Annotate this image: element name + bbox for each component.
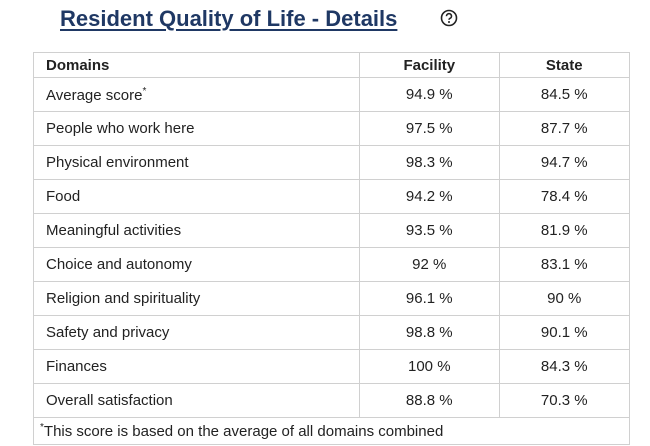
cell-text: 92 %: [412, 256, 447, 273]
cell-value: 87.7 %: [498, 111, 631, 146]
cell-value: 84.3 %: [498, 349, 631, 384]
cell-text: 94.9 %: [405, 86, 453, 103]
note-mark: *: [142, 85, 147, 97]
table-row: Choice and autonomy 92 % 83.1 %: [32, 247, 631, 282]
cell-value: 94.2 %: [359, 179, 500, 214]
cell-text: Overall satisfaction: [46, 392, 173, 409]
cell-label: Finances: [32, 349, 361, 384]
help-icon[interactable]: [440, 9, 458, 27]
table-row: Religion and spirituality 96.1 % 90 %: [32, 281, 631, 316]
table-row: Meaningful activities 93.5 % 81.9 %: [32, 213, 631, 248]
cell-text: 94.2 %: [405, 188, 453, 205]
cell-value: 83.1 %: [498, 247, 631, 282]
cell-text: 90 %: [547, 290, 582, 307]
cell-text: 100 %: [408, 358, 451, 375]
table-row: Safety and privacy 98.8 % 90.1 %: [32, 315, 631, 350]
cell-label: Safety and privacy: [32, 315, 361, 350]
footnote-mark: *: [40, 422, 44, 433]
cell-value: 93.5 %: [359, 213, 500, 248]
cell-value: 84.5 %: [498, 77, 631, 112]
cell-label: Physical environment: [32, 145, 361, 180]
cell-label: People who work here: [32, 111, 361, 146]
page-title: Resident Quality of Life - Details: [60, 6, 398, 31]
cell-value: 96.1 %: [359, 281, 500, 316]
cell-value: 81.9 %: [498, 213, 631, 248]
cell-text: 84.3 %: [540, 358, 588, 375]
cell-text: Choice and autonomy: [46, 256, 192, 273]
cell-value: 97.5 %: [359, 111, 500, 146]
cell-text: Average score: [46, 86, 143, 104]
header-row: Domains Facility State: [32, 52, 631, 78]
cell-text: 96.1 %: [405, 290, 453, 307]
cell-label: Overall satisfaction: [32, 383, 361, 418]
cell-text: Physical environment: [46, 154, 189, 171]
cell-text: 98.3 %: [405, 154, 453, 171]
cell-text: 88.8 %: [405, 392, 453, 409]
cell-value: 92 %: [359, 247, 500, 282]
cell-text: 83.1 %: [540, 256, 588, 273]
cell-text: Finances: [46, 358, 107, 375]
cell-text: Safety and privacy: [46, 324, 170, 341]
cell-text: 98.8 %: [405, 324, 453, 341]
cell-label: Religion and spirituality: [32, 281, 361, 316]
column-header: Domains: [32, 52, 361, 78]
cell-text: 78.4 %: [540, 188, 588, 205]
footnote: *This score is based on the average of a…: [33, 417, 630, 445]
cell-label: Choice and autonomy: [32, 247, 361, 282]
column-header: State: [498, 52, 631, 78]
footnote-text: This score is based on the average of al…: [43, 423, 444, 440]
cell-value: 88.8 %: [359, 383, 500, 418]
cell-text: Religion and spirituality: [46, 290, 201, 307]
cell-value: 78.4 %: [498, 179, 631, 214]
cell-text: 81.9 %: [540, 222, 588, 239]
cell-label: Meaningful activities: [32, 213, 361, 248]
table-row: People who work here 97.5 % 87.7 %: [32, 111, 631, 146]
table-row: Overall satisfaction 88.8 % 70.3 %: [32, 383, 631, 418]
cell-value: 94.9 %: [359, 77, 500, 112]
cell-text: People who work here: [46, 120, 195, 137]
cell-text: 87.7 %: [540, 120, 588, 137]
footnote-row: *This score is based on the average of a…: [33, 417, 630, 445]
cell-label: Average score*: [32, 77, 361, 112]
table-row: Average score* 94.9 % 84.5 %: [32, 77, 631, 112]
column-header: Facility: [359, 52, 500, 78]
cell-value: 90.1 %: [498, 315, 631, 350]
cell-text: Meaningful activities: [46, 222, 182, 239]
cell-text: 84.5 %: [540, 86, 588, 103]
cell-label: Food: [32, 179, 361, 214]
cell-text: Food: [46, 188, 81, 205]
cell-value: 70.3 %: [498, 383, 631, 418]
table-row: Physical environment 98.3 % 94.7 %: [32, 145, 631, 180]
cell-value: 98.8 %: [359, 315, 500, 350]
cell-value: 90 %: [498, 281, 631, 316]
cell-text: 70.3 %: [540, 392, 588, 409]
cell-text: 93.5 %: [405, 222, 453, 239]
cell-text: 97.5 %: [405, 120, 453, 137]
cell-value: 100 %: [359, 349, 500, 384]
cell-text: 94.7 %: [540, 154, 588, 171]
table-row: Finances 100 % 84.3 %: [32, 349, 631, 384]
cell-value: 94.7 %: [498, 145, 631, 180]
details-table: Domains Facility State Average score* 94.9 …: [32, 52, 631, 445]
cell-text: 90.1 %: [540, 324, 588, 341]
cell-value: 98.3 %: [359, 145, 500, 180]
table-row: Food 94.2 % 78.4 %: [32, 179, 631, 214]
